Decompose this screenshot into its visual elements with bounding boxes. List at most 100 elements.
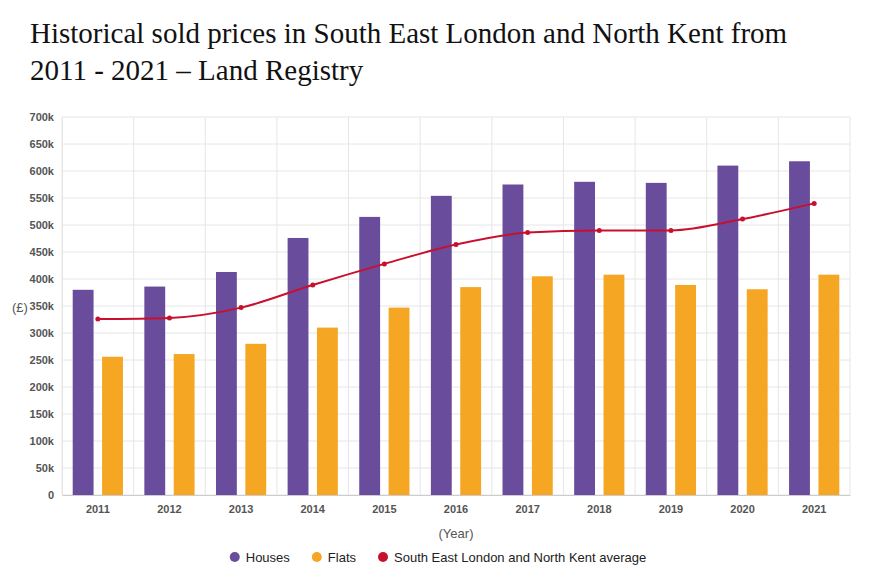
marker	[454, 242, 459, 247]
x-tick: 2019	[659, 495, 683, 515]
x-tick: 2016	[444, 495, 468, 515]
y-tick: 700k	[30, 111, 62, 123]
grid-line-y	[62, 117, 850, 118]
grid-line-x	[491, 117, 492, 495]
x-tick: 2012	[157, 495, 181, 515]
x-tick: 2020	[730, 495, 754, 515]
bar	[73, 290, 94, 495]
y-tick: 400k	[30, 273, 62, 285]
legend-swatch	[378, 552, 388, 562]
grid-line-x	[133, 117, 134, 495]
grid-line-x	[420, 117, 421, 495]
marker	[812, 201, 817, 206]
bar	[460, 287, 481, 495]
bar	[216, 272, 237, 495]
x-axis-line	[63, 495, 851, 496]
x-tick-label: 2013	[229, 503, 253, 515]
y-tick: 450k	[30, 246, 62, 258]
bar	[102, 357, 123, 495]
grid-line-x	[778, 117, 779, 495]
bar	[317, 328, 338, 495]
x-axis: 2011 2012 2013 2014 2015 2016 2017 2018 2019 2020…	[63, 495, 851, 515]
y-tick: 550k	[30, 192, 62, 204]
y-tick-label: 450k	[30, 246, 55, 258]
grid-line-y	[62, 144, 850, 145]
bar	[574, 182, 595, 495]
legend-item: South East London and North Kent average	[378, 550, 646, 565]
marker	[740, 217, 745, 222]
bar	[245, 344, 266, 495]
y-tick-label: 250k	[30, 354, 55, 366]
bar	[503, 185, 524, 496]
grid-line-x	[706, 117, 707, 495]
y-tick-label: 0	[48, 489, 54, 501]
y-tick-label: 350k	[30, 300, 55, 312]
y-tick-label: 700k	[30, 111, 55, 123]
x-tick: 2018	[587, 495, 611, 515]
y-tick-label: 300k	[30, 327, 55, 339]
legend-item: Flats	[312, 550, 357, 565]
y-tick-label: 50k	[36, 462, 55, 474]
x-tick-label: 2019	[659, 503, 683, 515]
x-tick-label: 2011	[86, 503, 110, 515]
bar	[288, 238, 309, 495]
y-tick-label: 100k	[30, 435, 55, 447]
y-tick-label: 400k	[30, 273, 55, 285]
grid-line-x	[205, 117, 206, 495]
y-tick: 100k	[30, 435, 62, 447]
x-tick-label: 2012	[157, 503, 181, 515]
x-tick: 2011	[86, 495, 110, 515]
x-tick-label: 2017	[515, 503, 539, 515]
grid-line-x	[276, 117, 277, 495]
x-tick-label: 2015	[372, 503, 396, 515]
bar-series	[102, 275, 839, 495]
bar	[174, 354, 195, 495]
marker	[597, 228, 602, 233]
y-tick: 650k	[30, 138, 62, 150]
bar	[532, 276, 553, 495]
y-tick: 200k	[30, 381, 62, 393]
markers	[95, 201, 816, 322]
y-tick: 500k	[30, 219, 62, 231]
title: Historical sold prices in South East Lon…	[30, 17, 788, 86]
bar	[431, 196, 452, 495]
grid-line-x	[348, 117, 349, 495]
grid-line-x	[62, 117, 63, 495]
y-tick: 300k	[30, 327, 62, 339]
legend-swatch	[312, 552, 322, 562]
marker	[95, 316, 100, 321]
grid-line-x	[635, 117, 636, 495]
x-axis-title: (Year)	[439, 526, 474, 541]
y-tick: 150k	[30, 408, 62, 420]
grid	[62, 117, 850, 495]
y-tick-label: 650k	[30, 138, 55, 150]
x-tick: 2013	[229, 495, 253, 515]
y-axis: 0 50k 100k 150k 200k 250k 300k 350k 400k 450k 500k…	[30, 111, 63, 501]
bar	[675, 285, 696, 495]
y-tick-label: 150k	[30, 408, 55, 420]
x-tick-label: 2016	[444, 503, 468, 515]
x-tick: 2015	[372, 495, 396, 515]
bar-series	[73, 161, 810, 495]
title-line: Historical sold prices in South East Lon…	[30, 17, 788, 49]
bar	[717, 166, 738, 495]
legend-item: Houses	[230, 550, 291, 565]
x-tick-label: 2021	[802, 503, 826, 515]
legend-label: Flats	[328, 550, 357, 565]
bar	[818, 275, 839, 495]
y-tick-label: 600k	[30, 165, 55, 177]
bar	[359, 217, 380, 495]
x-tick-label: 2018	[587, 503, 611, 515]
y-tick-label: 500k	[30, 219, 55, 231]
x-tick: 2021	[802, 495, 826, 515]
x-tick-label: 2014	[300, 503, 325, 515]
marker	[239, 305, 244, 310]
y-tick-label: 200k	[30, 381, 55, 393]
x-tick: 2014	[300, 495, 325, 515]
y-axis-title: (£)	[12, 300, 28, 315]
marker	[382, 261, 387, 266]
y-tick: 600k	[30, 165, 62, 177]
legend-label: Houses	[246, 550, 291, 565]
chart: Historical sold prices in South East Lon…	[0, 0, 876, 584]
bar	[747, 289, 768, 495]
